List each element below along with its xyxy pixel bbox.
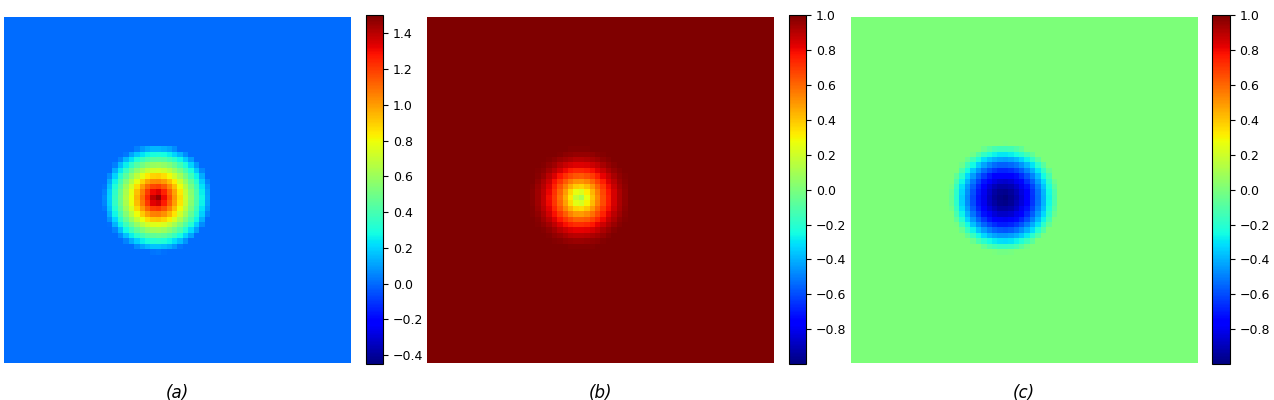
Text: (a): (a) — [166, 384, 189, 400]
Text: (c): (c) — [1013, 384, 1034, 400]
Text: (b): (b) — [589, 384, 613, 400]
